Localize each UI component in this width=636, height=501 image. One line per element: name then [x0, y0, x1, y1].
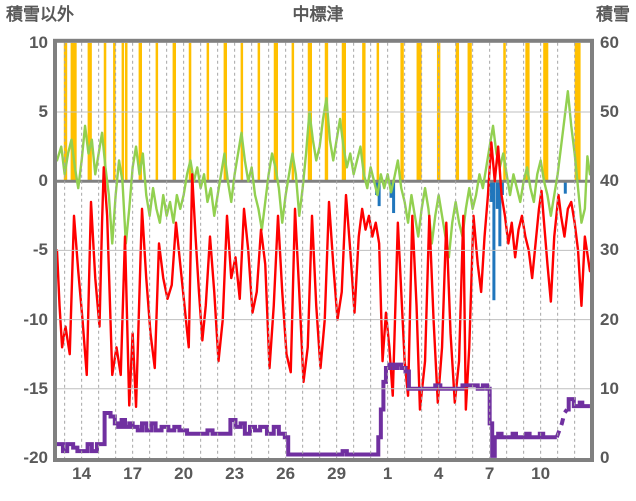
chart-title: 中標津 — [292, 5, 344, 24]
x-axis-tick: 20 — [174, 464, 194, 483]
left-axis-tick: 10 — [29, 32, 48, 52]
x-axis-tick: 26 — [276, 464, 296, 483]
right-axis-tick: 60 — [600, 32, 619, 52]
precipitation-bar — [500, 181, 504, 196]
precipitation-bar — [498, 181, 502, 247]
right-axis-tick: 10 — [600, 378, 619, 398]
left-axis-title: 積雪以外 — [6, 5, 74, 24]
snow-depth-line-tail — [566, 397, 590, 412]
x-axis-tick: 23 — [225, 464, 245, 483]
precipitation-bar — [489, 181, 493, 202]
left-axis-tick: -10 — [23, 309, 48, 329]
precipitation-bar — [377, 181, 381, 207]
snow-depth-line-dashed — [554, 408, 569, 438]
right-axis-tick: 30 — [600, 240, 619, 260]
x-axis-tick: 1 — [382, 464, 393, 483]
right-axis-tick: 0 — [600, 448, 610, 467]
left-axis-tick: -5 — [32, 240, 48, 260]
left-axis-tick: 0 — [38, 171, 48, 191]
series-layer — [57, 42, 590, 458]
x-axis-tick: 17 — [123, 464, 143, 483]
left-axis-tick: -20 — [23, 448, 48, 467]
right-axis-tick: 20 — [600, 309, 619, 329]
x-axis-tick: 7 — [484, 464, 495, 483]
precipitation-bar — [492, 181, 496, 301]
x-axis-tick: 29 — [327, 464, 347, 483]
left-axis-tick: 5 — [38, 102, 48, 121]
right-axis-title: 積雪 — [596, 5, 630, 24]
snow-depth-line — [57, 362, 557, 458]
x-axis-tick: 10 — [531, 464, 551, 483]
precipitation-bar — [392, 181, 396, 214]
plot-border — [53, 38, 594, 463]
x-axis-tick: 4 — [433, 464, 444, 483]
precipitation-bar — [563, 181, 567, 194]
right-axis-tick: 40 — [600, 171, 619, 191]
left-axis-tick: -15 — [23, 378, 48, 398]
x-axis-tick: 14 — [72, 464, 92, 483]
temperature-green-line — [57, 90, 590, 259]
precipitation-bar — [495, 181, 499, 209]
right-axis-tick: 50 — [600, 102, 619, 121]
